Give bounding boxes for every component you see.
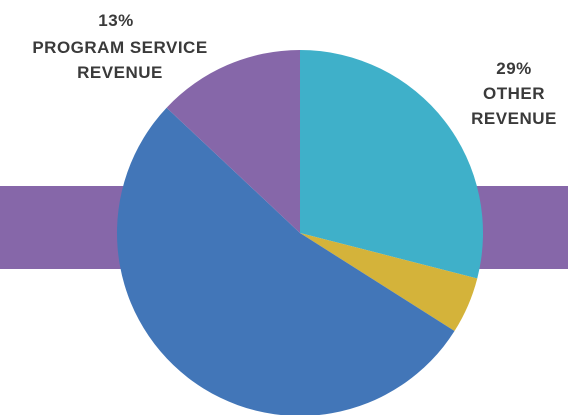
pie-slice-slice-3 bbox=[117, 107, 455, 415]
slice-label-other-revenue-line2: REVENUE bbox=[471, 109, 557, 128]
background-band-left bbox=[0, 186, 140, 269]
slice-label-program-service-line2: REVENUE bbox=[77, 63, 163, 82]
slice-label-other-revenue-line1: OTHER bbox=[483, 84, 545, 103]
pie-slice-other-revenue bbox=[300, 50, 483, 279]
slice-label-program-service-percent: 13% bbox=[98, 11, 134, 30]
pie-slices bbox=[117, 50, 483, 415]
pie-slice-program-service-revenue bbox=[166, 50, 300, 233]
pie-slice-slice-2 bbox=[300, 233, 478, 332]
slice-label-other-revenue-percent: 29% bbox=[496, 59, 532, 78]
slice-label-program-service-line1: PROGRAM SERVICE bbox=[32, 38, 207, 57]
